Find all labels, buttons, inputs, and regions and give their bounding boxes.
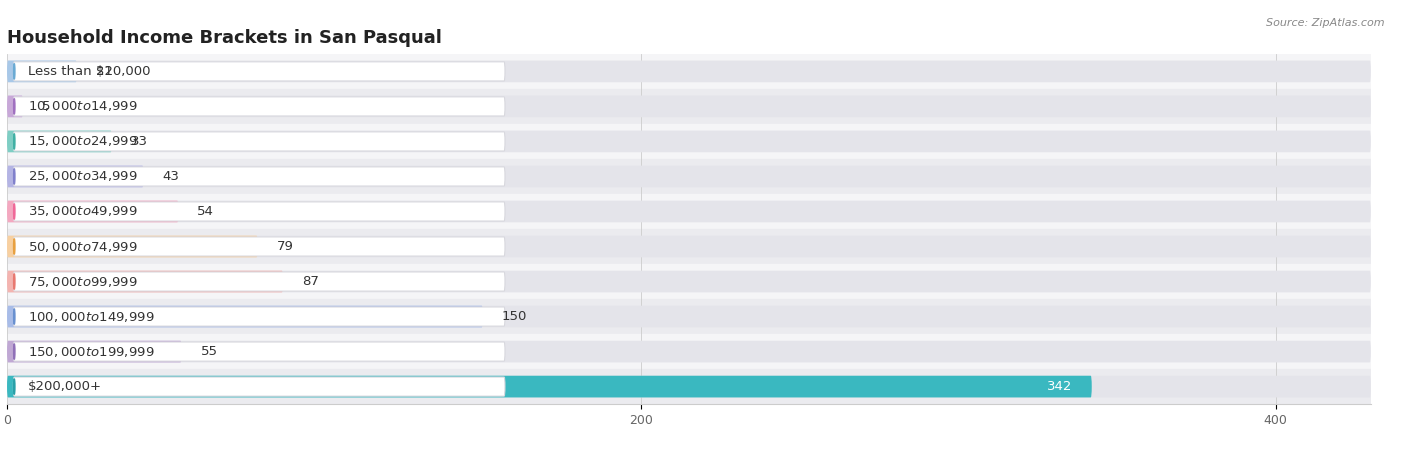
Text: $10,000 to $14,999: $10,000 to $14,999 (28, 99, 138, 114)
Circle shape (14, 64, 15, 79)
Text: $25,000 to $34,999: $25,000 to $34,999 (28, 169, 138, 184)
FancyBboxPatch shape (7, 376, 1091, 397)
Bar (7, 124, 1371, 159)
FancyBboxPatch shape (7, 306, 482, 327)
Text: 5: 5 (42, 100, 51, 113)
Text: $35,000 to $49,999: $35,000 to $49,999 (28, 204, 138, 219)
Text: 54: 54 (197, 205, 214, 218)
Text: $15,000 to $24,999: $15,000 to $24,999 (28, 134, 138, 149)
FancyBboxPatch shape (7, 201, 179, 222)
FancyBboxPatch shape (14, 237, 505, 256)
Text: 22: 22 (96, 65, 112, 78)
Text: $200,000+: $200,000+ (28, 380, 101, 393)
FancyBboxPatch shape (14, 202, 505, 221)
Bar (7, 369, 1371, 404)
FancyBboxPatch shape (7, 236, 257, 257)
Circle shape (14, 99, 15, 114)
FancyBboxPatch shape (7, 341, 1371, 362)
Circle shape (14, 204, 15, 219)
Text: 33: 33 (131, 135, 148, 148)
Bar (7, 264, 1371, 299)
FancyBboxPatch shape (7, 271, 1371, 292)
FancyBboxPatch shape (14, 132, 505, 151)
Bar (7, 159, 1371, 194)
FancyBboxPatch shape (7, 166, 143, 187)
FancyBboxPatch shape (14, 272, 505, 291)
Text: 43: 43 (163, 170, 180, 183)
FancyBboxPatch shape (7, 306, 1371, 327)
Circle shape (14, 379, 15, 394)
Text: 342: 342 (1047, 380, 1073, 393)
FancyBboxPatch shape (7, 236, 1371, 257)
Text: Less than $10,000: Less than $10,000 (28, 65, 150, 78)
Circle shape (14, 169, 15, 184)
FancyBboxPatch shape (7, 96, 1371, 117)
FancyBboxPatch shape (14, 377, 505, 396)
FancyBboxPatch shape (7, 61, 1371, 82)
FancyBboxPatch shape (14, 62, 505, 81)
FancyBboxPatch shape (7, 131, 111, 152)
Text: 79: 79 (277, 240, 294, 253)
Text: 87: 87 (302, 275, 319, 288)
FancyBboxPatch shape (7, 376, 1371, 397)
FancyBboxPatch shape (7, 341, 181, 362)
Bar (7, 299, 1371, 334)
Text: 150: 150 (502, 310, 527, 323)
Circle shape (14, 239, 15, 254)
FancyBboxPatch shape (14, 167, 505, 186)
FancyBboxPatch shape (7, 166, 1371, 187)
Bar (7, 334, 1371, 369)
Bar (7, 54, 1371, 89)
Text: $75,000 to $99,999: $75,000 to $99,999 (28, 274, 138, 289)
Circle shape (14, 344, 15, 359)
Text: $100,000 to $149,999: $100,000 to $149,999 (28, 309, 155, 324)
Text: Household Income Brackets in San Pasqual: Household Income Brackets in San Pasqual (7, 29, 441, 47)
Text: 55: 55 (201, 345, 218, 358)
FancyBboxPatch shape (14, 97, 505, 116)
Bar (7, 229, 1371, 264)
FancyBboxPatch shape (7, 61, 77, 82)
Text: $50,000 to $74,999: $50,000 to $74,999 (28, 239, 138, 254)
Circle shape (14, 134, 15, 149)
Bar (7, 194, 1371, 229)
Circle shape (14, 309, 15, 324)
FancyBboxPatch shape (7, 96, 22, 117)
FancyBboxPatch shape (7, 131, 1371, 152)
FancyBboxPatch shape (7, 271, 283, 292)
Text: $150,000 to $199,999: $150,000 to $199,999 (28, 344, 155, 359)
FancyBboxPatch shape (7, 201, 1371, 222)
Text: Source: ZipAtlas.com: Source: ZipAtlas.com (1267, 18, 1385, 28)
FancyBboxPatch shape (14, 342, 505, 361)
FancyBboxPatch shape (14, 307, 505, 326)
Circle shape (14, 274, 15, 289)
Bar (7, 89, 1371, 124)
